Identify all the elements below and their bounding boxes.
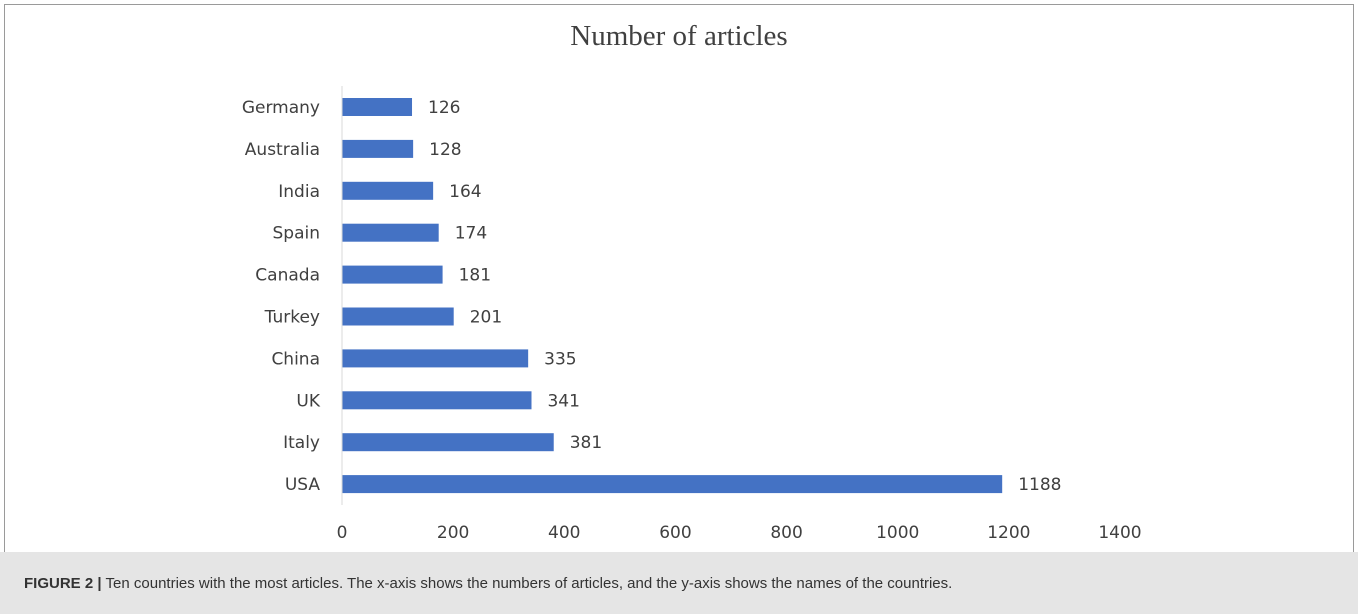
chart-title: Number of articles [570, 20, 788, 52]
bar-india [342, 181, 434, 200]
bar-australia [342, 139, 414, 158]
data-label-italy: 381 [570, 433, 602, 453]
bar-usa [342, 475, 1003, 494]
figure-frame [4, 4, 1354, 610]
x-tick-label-800: 800 [770, 523, 802, 543]
category-labels: Germany Australia India Spain Canada Turkey Ch… [242, 98, 321, 495]
x-tick-label-600: 600 [659, 523, 691, 543]
data-label-india: 164 [449, 182, 481, 202]
data-label-china: 335 [544, 349, 576, 369]
category-label-uk: UK [296, 391, 320, 411]
data-labels: 126 128 164 174 181 201 335 341 381 1188 [428, 98, 1061, 495]
bar-china [342, 349, 529, 368]
category-label-india: India [278, 182, 320, 202]
category-label-china: China [271, 349, 320, 369]
category-label-usa: USA [285, 475, 321, 495]
data-label-usa: 1188 [1018, 475, 1061, 495]
bar-italy [342, 433, 554, 452]
bar-germany [342, 98, 413, 116]
category-label-italy: Italy [283, 433, 320, 453]
data-label-uk: 341 [547, 391, 579, 411]
bar-canada [342, 265, 443, 284]
data-label-spain: 174 [455, 224, 487, 244]
category-label-turkey: Turkey [264, 308, 320, 328]
data-label-turkey: 201 [470, 308, 502, 328]
data-label-germany: 126 [428, 98, 460, 118]
category-label-canada: Canada [255, 266, 320, 286]
data-label-australia: 128 [429, 140, 461, 160]
x-axis-ticks: 0 200 400 600 800 1000 1200 1400 [337, 523, 1142, 543]
x-tick-label-1200: 1200 [987, 523, 1030, 543]
bars-group [342, 98, 1003, 494]
x-tick-label-0: 0 [337, 523, 348, 543]
bar-uk [342, 391, 532, 410]
figure-caption: FIGURE 2 | Ten countries with the most a… [0, 552, 1358, 614]
bar-turkey [342, 307, 454, 326]
category-label-germany: Germany [242, 98, 320, 118]
data-label-canada: 181 [459, 266, 491, 286]
x-tick-label-1000: 1000 [876, 523, 919, 543]
x-tick-label-400: 400 [548, 523, 580, 543]
bar-spain [342, 223, 439, 242]
category-label-australia: Australia [245, 140, 320, 160]
category-label-spain: Spain [273, 224, 321, 244]
x-tick-label-200: 200 [437, 523, 469, 543]
figure-caption-text: Ten countries with the most articles. Th… [105, 574, 953, 592]
x-tick-label-1400: 1400 [1098, 523, 1141, 543]
figure-label: FIGURE 2 | [24, 574, 102, 592]
bar-chart: Germany Australia India Spain Canada Turkey Ch… [242, 86, 1142, 543]
